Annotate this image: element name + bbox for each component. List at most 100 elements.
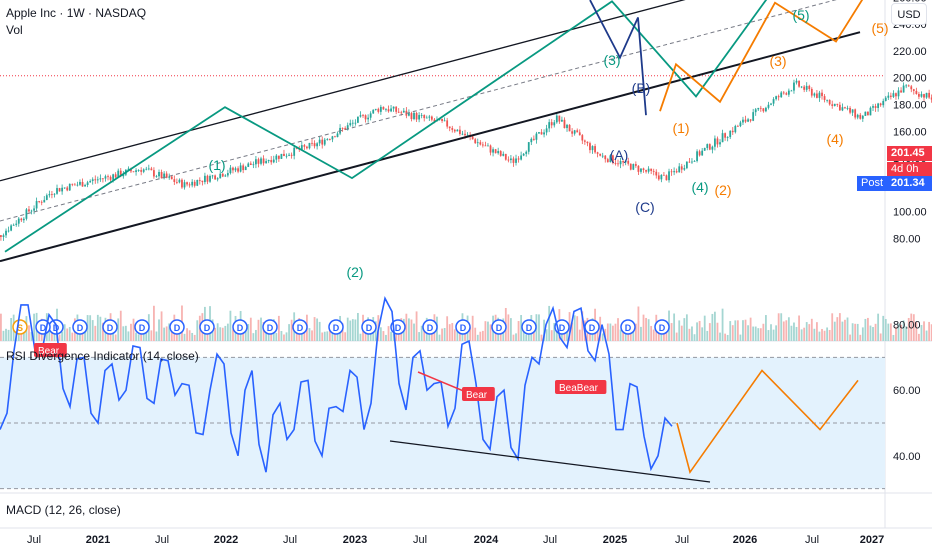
volume-bar: [2, 330, 5, 341]
candle-body: [754, 109, 757, 113]
candle-body: [303, 145, 306, 147]
volume-bar: [346, 317, 349, 341]
candle-body: [543, 132, 545, 135]
price-tick-label: 260.00: [893, 0, 927, 4]
candle-body: [142, 169, 145, 172]
candle-body: [670, 171, 673, 173]
candle-body: [910, 86, 913, 90]
volume-bar: [696, 322, 698, 341]
candle-body: [165, 173, 168, 178]
candle-body: [683, 168, 686, 170]
candle-body: [290, 154, 293, 156]
dividend-marker: [199, 319, 215, 335]
candle-body: [410, 113, 413, 120]
candle-body: [415, 112, 418, 120]
volume-bar: [507, 314, 510, 341]
volume-bar: [928, 321, 931, 341]
candle-body: [318, 139, 321, 144]
volume-bar: [216, 323, 219, 341]
candle-body: [691, 161, 693, 163]
divergence-tag-bg: [555, 380, 607, 394]
candle-body: [132, 171, 135, 173]
wave-label: (4): [691, 179, 708, 195]
candle-body: [816, 93, 818, 98]
candle-body: [846, 107, 849, 109]
candle-body: [239, 165, 242, 172]
candle-body: [476, 142, 479, 144]
volume-bar: [453, 329, 456, 341]
rsi-bear-divergence-line: [417, 371, 467, 393]
candle-body: [387, 109, 390, 112]
volume-bar: [451, 323, 454, 341]
candle-body: [362, 115, 364, 116]
volume-bar: [408, 318, 410, 341]
candle-body: [660, 174, 663, 180]
candle-body: [262, 158, 265, 164]
candle-body: [321, 139, 324, 145]
volume-bar: [884, 319, 887, 341]
volume-bar: [277, 315, 280, 341]
candle-body: [640, 168, 642, 172]
wave-path-green: [4, 0, 768, 253]
candle-body: [107, 176, 109, 178]
volume-bar: [316, 318, 319, 341]
candle-body: [341, 127, 344, 129]
candle-body: [331, 136, 334, 140]
marker-letter: D: [333, 323, 340, 333]
volume-bar: [810, 318, 813, 341]
volume-bar: [759, 328, 762, 341]
volume-bar: [900, 324, 902, 341]
marker-letter: D: [139, 323, 146, 333]
volume-bar: [711, 313, 714, 341]
volume-bar: [191, 332, 194, 341]
currency-button[interactable]: USD: [891, 3, 927, 25]
candle-body: [742, 119, 744, 123]
volume-bar: [308, 328, 311, 341]
volume-bar: [311, 330, 313, 341]
volume-bar: [295, 327, 298, 341]
volume-label[interactable]: Vol: [6, 23, 23, 37]
volume-bar: [183, 333, 186, 341]
volume-bar: [555, 325, 558, 341]
candle-body: [249, 163, 252, 165]
candle-body: [627, 160, 630, 164]
divergence-tag: BeaBear: [559, 383, 599, 394]
candle-body: [397, 111, 400, 113]
dividend-marker: [491, 319, 507, 335]
marker-letter: D: [659, 323, 666, 333]
volume-bar: [487, 321, 489, 341]
volume-bar: [249, 317, 252, 341]
symbol-title[interactable]: Apple Inc · 1W · NASDAQ: [6, 6, 147, 20]
marker-letter: D: [589, 323, 596, 333]
time-tick-label: 2023: [343, 534, 367, 546]
volume-bar: [515, 333, 517, 341]
volume-bar: [364, 332, 367, 341]
volume-bar: [410, 319, 413, 341]
candle-body: [346, 125, 349, 130]
volume-bar: [369, 332, 372, 341]
candle-body: [423, 115, 426, 119]
candle-body: [489, 145, 492, 153]
candle-body: [471, 136, 474, 140]
candle-body: [232, 167, 234, 171]
volume-bar: [553, 322, 556, 341]
candle-body: [413, 112, 415, 120]
volume-bar: [867, 317, 869, 341]
candle-body: [685, 161, 688, 169]
volume-bar: [471, 315, 474, 341]
candle-body: [522, 153, 525, 156]
volume-bar: [846, 317, 849, 341]
candle-body: [224, 175, 227, 177]
candle-body: [453, 129, 456, 132]
volume-bar: [137, 334, 140, 341]
divergence-tag-bg: [462, 387, 495, 401]
volume-bar: [642, 314, 645, 341]
candle-body: [420, 115, 423, 116]
macd-pane-title[interactable]: MACD (12, 26, close): [6, 503, 121, 517]
rsi-pane-title[interactable]: RSI Divergence Indicator (14, close): [6, 349, 199, 363]
volume-bar: [196, 320, 199, 341]
candle-body: [211, 175, 214, 177]
volume-bar: [813, 328, 816, 341]
volume-bar: [762, 323, 765, 341]
volume-bar: [930, 324, 932, 341]
